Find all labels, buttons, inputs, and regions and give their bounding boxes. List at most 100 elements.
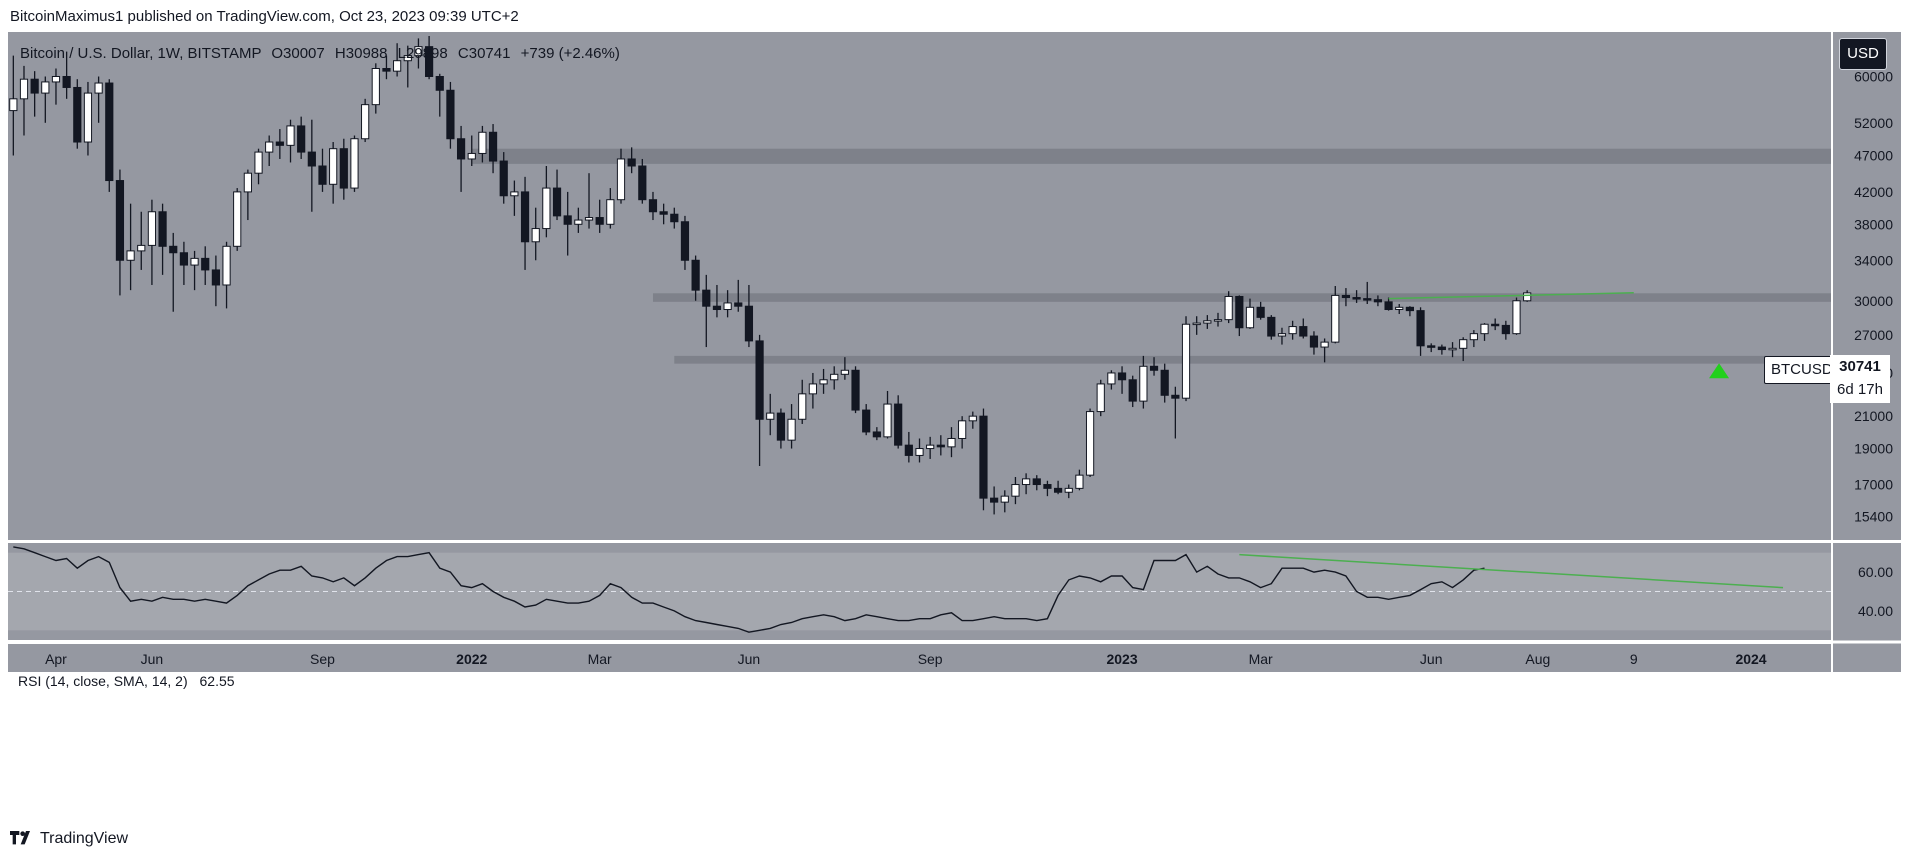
price-tick-label: 21000 [1854,408,1893,424]
close-value: 30741 [468,45,511,62]
tradingview-logo-icon[interactable] [10,831,34,847]
open-label: O [271,45,284,62]
candle-body [1000,495,1009,503]
candle-body [520,191,530,243]
rsi-trendline [1239,553,1784,589]
candle-body [435,75,444,91]
candle-body [1149,365,1159,371]
candle-body [73,86,82,143]
time-tick-label: Mar [588,651,612,667]
candle-body [147,211,157,246]
candle-body [115,180,125,261]
price-tick-label: 52000 [1854,115,1893,131]
price-tick-label: 47000 [1854,148,1893,164]
time-axis[interactable] [8,644,1831,672]
candle-body [1171,394,1180,399]
candle-body [1331,294,1340,343]
candle-body [851,369,860,411]
candle-body [1256,306,1265,318]
price-axis[interactable] [1833,32,1901,672]
candle-body [1032,478,1041,486]
time-tick-label: Sep [310,651,335,667]
candle-body [584,217,594,221]
price-tick-label: 42000 [1854,184,1893,200]
low-value: 29898 [406,45,448,62]
candle-body [723,302,732,311]
candle-body [691,259,700,291]
candle-body [1448,347,1457,351]
publish-header: BitcoinMaximus1 published on TradingView… [0,0,1910,32]
price-trendline [1388,292,1634,300]
candle-body [371,68,380,106]
candle-body [414,46,423,57]
candle-body [1480,323,1489,335]
candle-body [382,68,391,72]
candle-body [94,82,103,94]
candle-body [574,219,583,225]
tradingview-brand[interactable]: TradingView [40,830,129,847]
time-tick-label: Apr [45,651,67,667]
candle-body [179,252,189,266]
candle-body [1491,323,1500,327]
candle-body [169,245,178,254]
rsi-line [13,546,1485,633]
candle-body [595,217,604,225]
candle-body [1128,379,1137,402]
time-tick-label: Jun [738,651,761,667]
candle-body [105,82,114,182]
candle-body [1245,306,1255,329]
time-tick-label: Mar [1249,651,1273,667]
candle-body [712,305,722,311]
candle-body [819,379,828,385]
currency-button[interactable]: USD [1839,38,1887,70]
candle-body [1075,474,1084,489]
candle-body [126,250,135,261]
rsi-label: RSI (14, close, SMA, 14, 2) [18,673,188,689]
candle-body [1341,294,1351,299]
candle-body [1064,487,1073,493]
candle-body [393,60,402,72]
candle-body [1022,478,1031,486]
candle-body [1405,306,1414,312]
candle-body [211,269,220,286]
candle-body [904,444,913,456]
rsi-value: 62.55 [199,673,235,689]
candle-body [9,98,18,112]
price-tick-label: 19000 [1854,441,1893,457]
support-arrow-icon [1709,363,1730,379]
candle-body [1395,306,1404,311]
change-value: +739 (+2.46%) [520,45,620,62]
candle-body [787,418,796,441]
candle-body [297,125,306,153]
price-tick-label: 60000 [1854,68,1893,84]
candle-body [1373,299,1383,303]
candle-body [659,211,668,215]
time-tick-label: Aug [1525,651,1550,667]
candle-body [1181,323,1191,399]
candle-body [1139,365,1148,402]
candle-body [233,191,242,247]
candle-body [425,46,434,77]
horizontal-zone [471,148,1831,164]
candle-body [62,75,71,88]
chart-canvas[interactable]: 60000 52000 47000 42000 38000 34000 30000 27000… [8,32,1901,817]
candle-body [968,415,977,422]
candle-body [883,403,892,438]
candle-body [1416,310,1425,347]
candle-body [542,187,551,230]
candle-body [755,340,764,420]
price-pane[interactable] [8,32,1831,540]
candle-body [286,125,295,146]
candle-body [1277,333,1287,337]
candle-body [510,191,519,197]
rsi-legend: RSI (14, close, SMA, 14, 2) 62.55 [18,673,235,689]
candle-body [776,412,786,441]
candle-body [744,305,754,342]
candle-body [1235,295,1244,329]
footer: TradingView [0,817,1910,860]
candle-body [1043,484,1052,489]
candle-body [467,152,476,160]
candle-body [488,131,498,162]
candle-body [531,228,540,243]
open-value: 30007 [283,45,325,62]
